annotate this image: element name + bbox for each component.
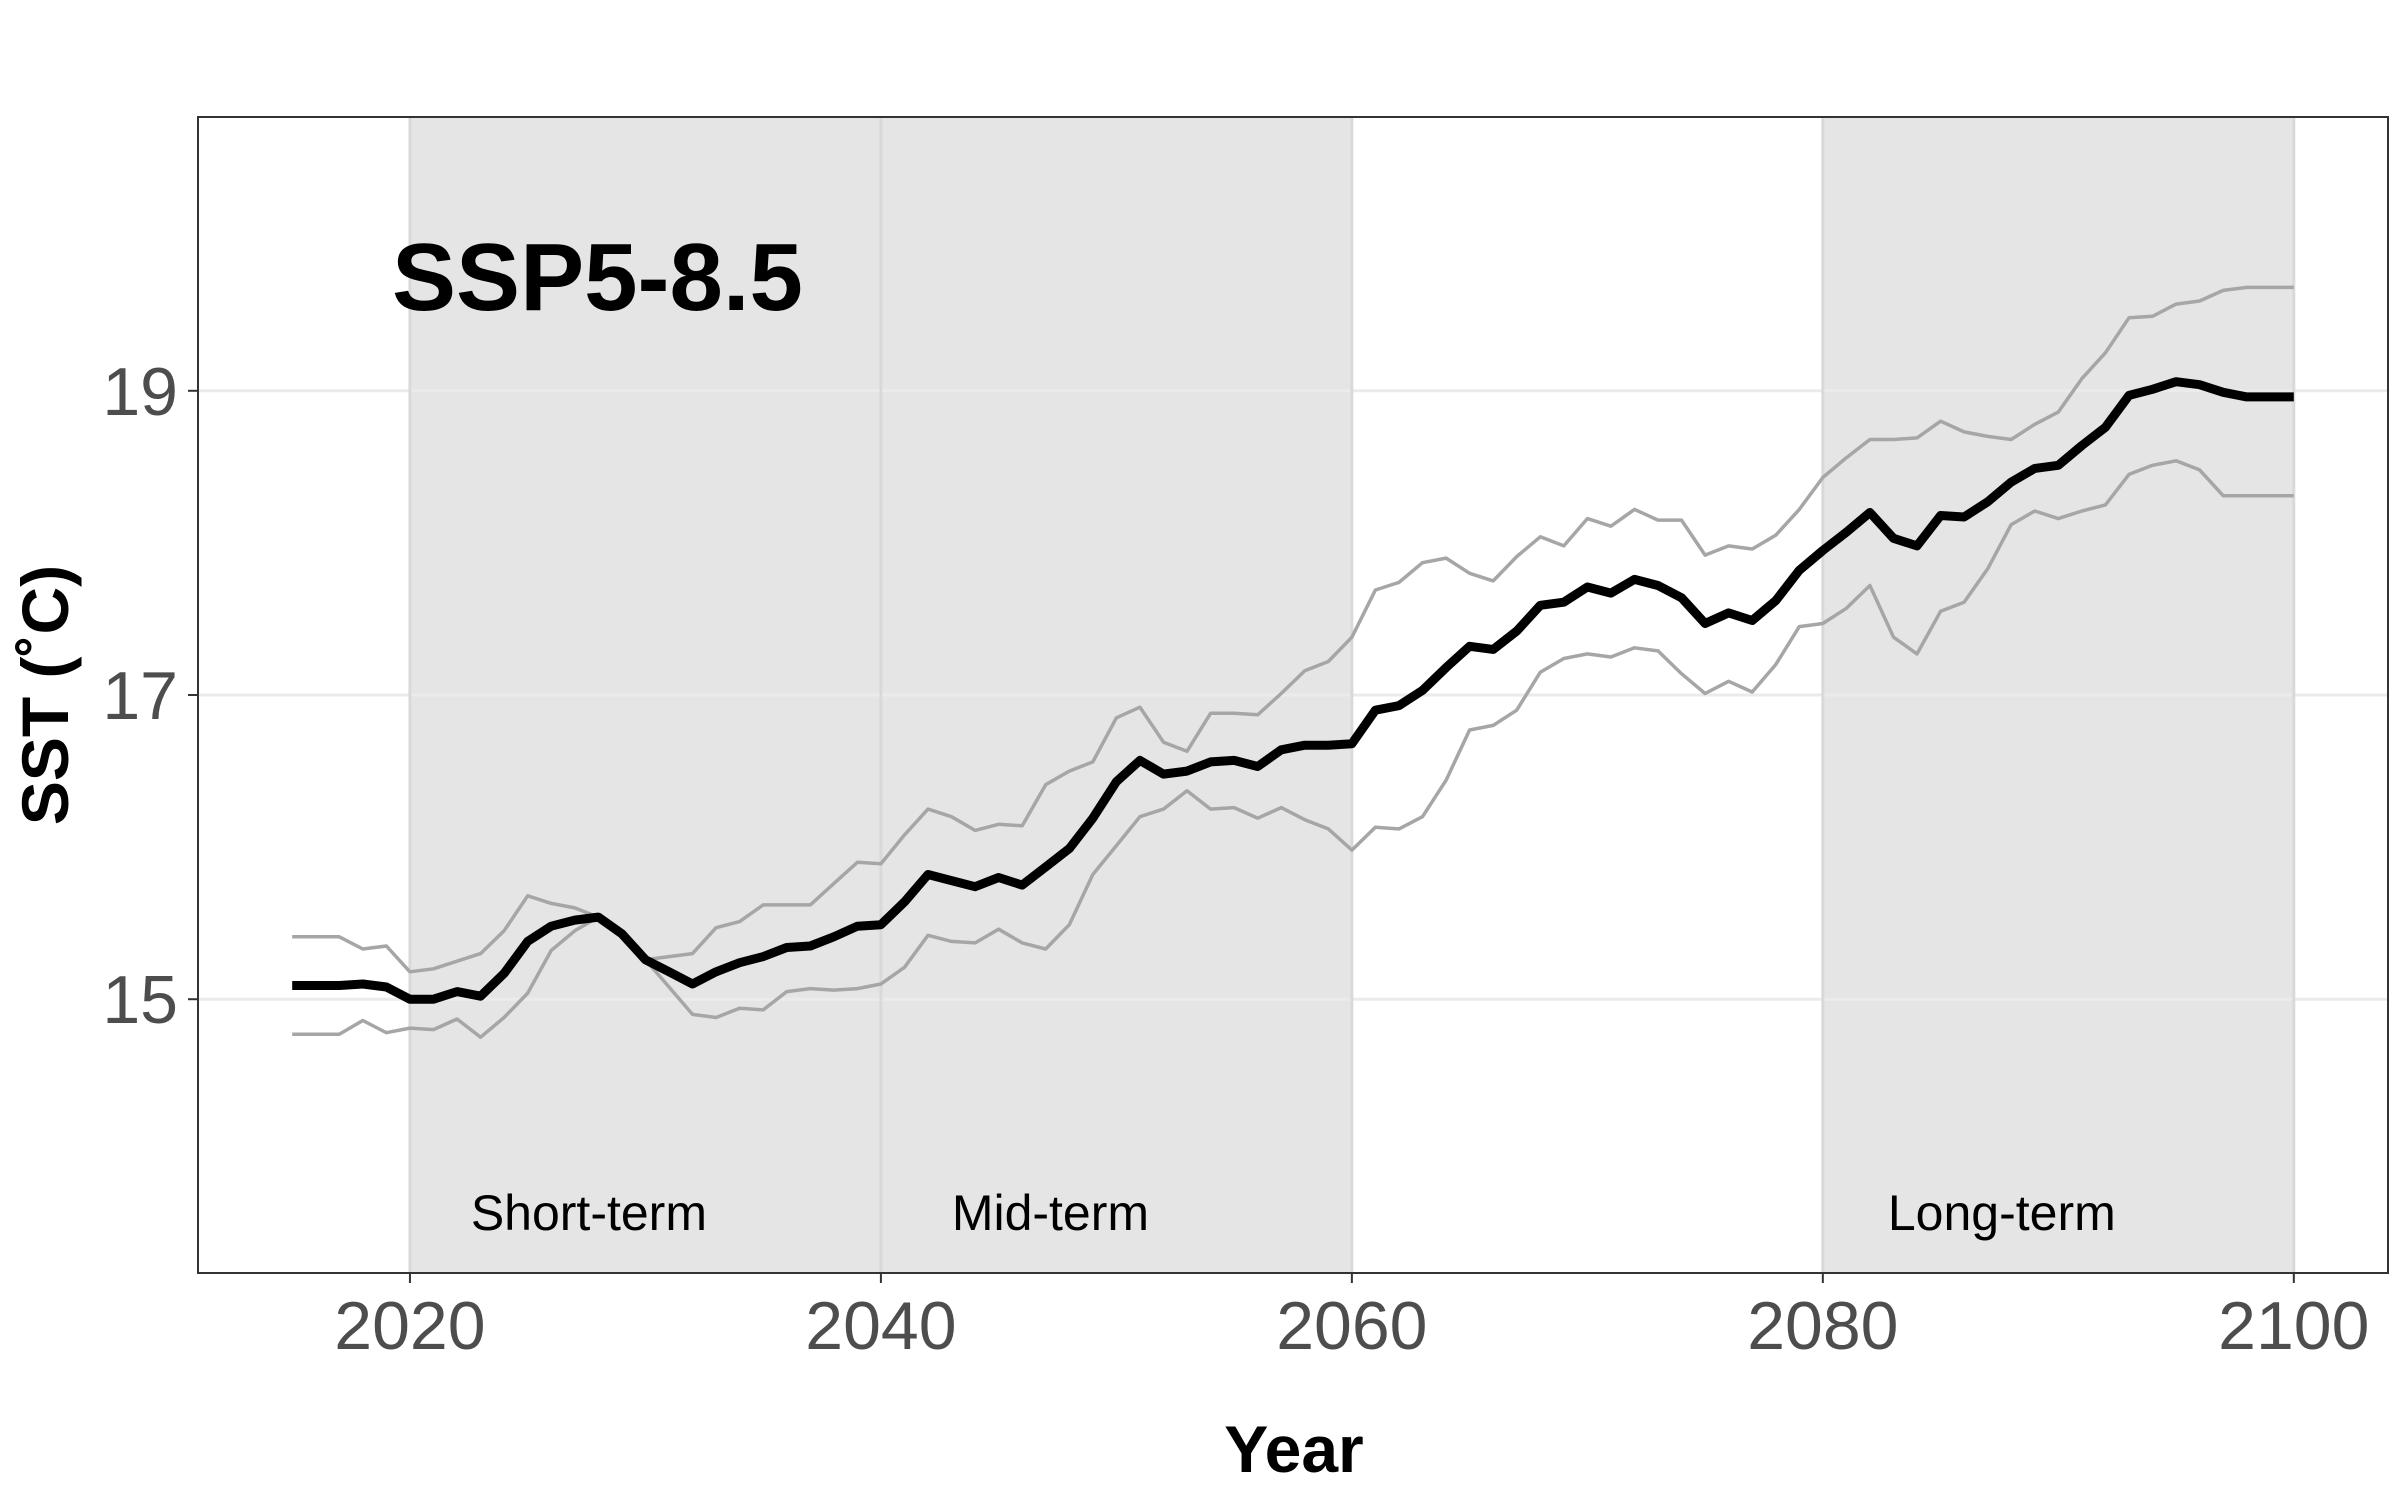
y-tick-label-17: 17	[102, 658, 178, 734]
x-axis-title: Year	[1224, 1412, 1363, 1486]
x-tick-label-2100: 2100	[2218, 1288, 2369, 1364]
x-tick-label-2060: 2060	[1276, 1288, 1427, 1364]
series-lines	[292, 285, 2294, 1039]
gridlines	[198, 117, 2388, 1273]
x-tick-label-2040: 2040	[805, 1288, 956, 1364]
series-line-mean	[292, 377, 2294, 1004]
period-labels: Short-term Mid-term Long-term	[471, 1185, 2116, 1241]
y-tick-label-15: 15	[102, 962, 178, 1038]
axis-ticks: 2020 2040 2060 2080 2100 15 17 19	[102, 354, 2369, 1364]
x-tick-label-2080: 2080	[1747, 1288, 1898, 1364]
period-label-mid-term: Mid-term	[952, 1185, 1149, 1241]
x-tick-label-2020: 2020	[334, 1288, 485, 1364]
y-tick-label-19: 19	[102, 354, 178, 430]
period-label-short-term: Short-term	[471, 1185, 707, 1241]
period-label-long-term: Long-term	[1888, 1185, 2116, 1241]
scenario-label: SSP5-8.5	[392, 224, 803, 331]
y-axis-title: SST (˚C)	[8, 565, 82, 825]
